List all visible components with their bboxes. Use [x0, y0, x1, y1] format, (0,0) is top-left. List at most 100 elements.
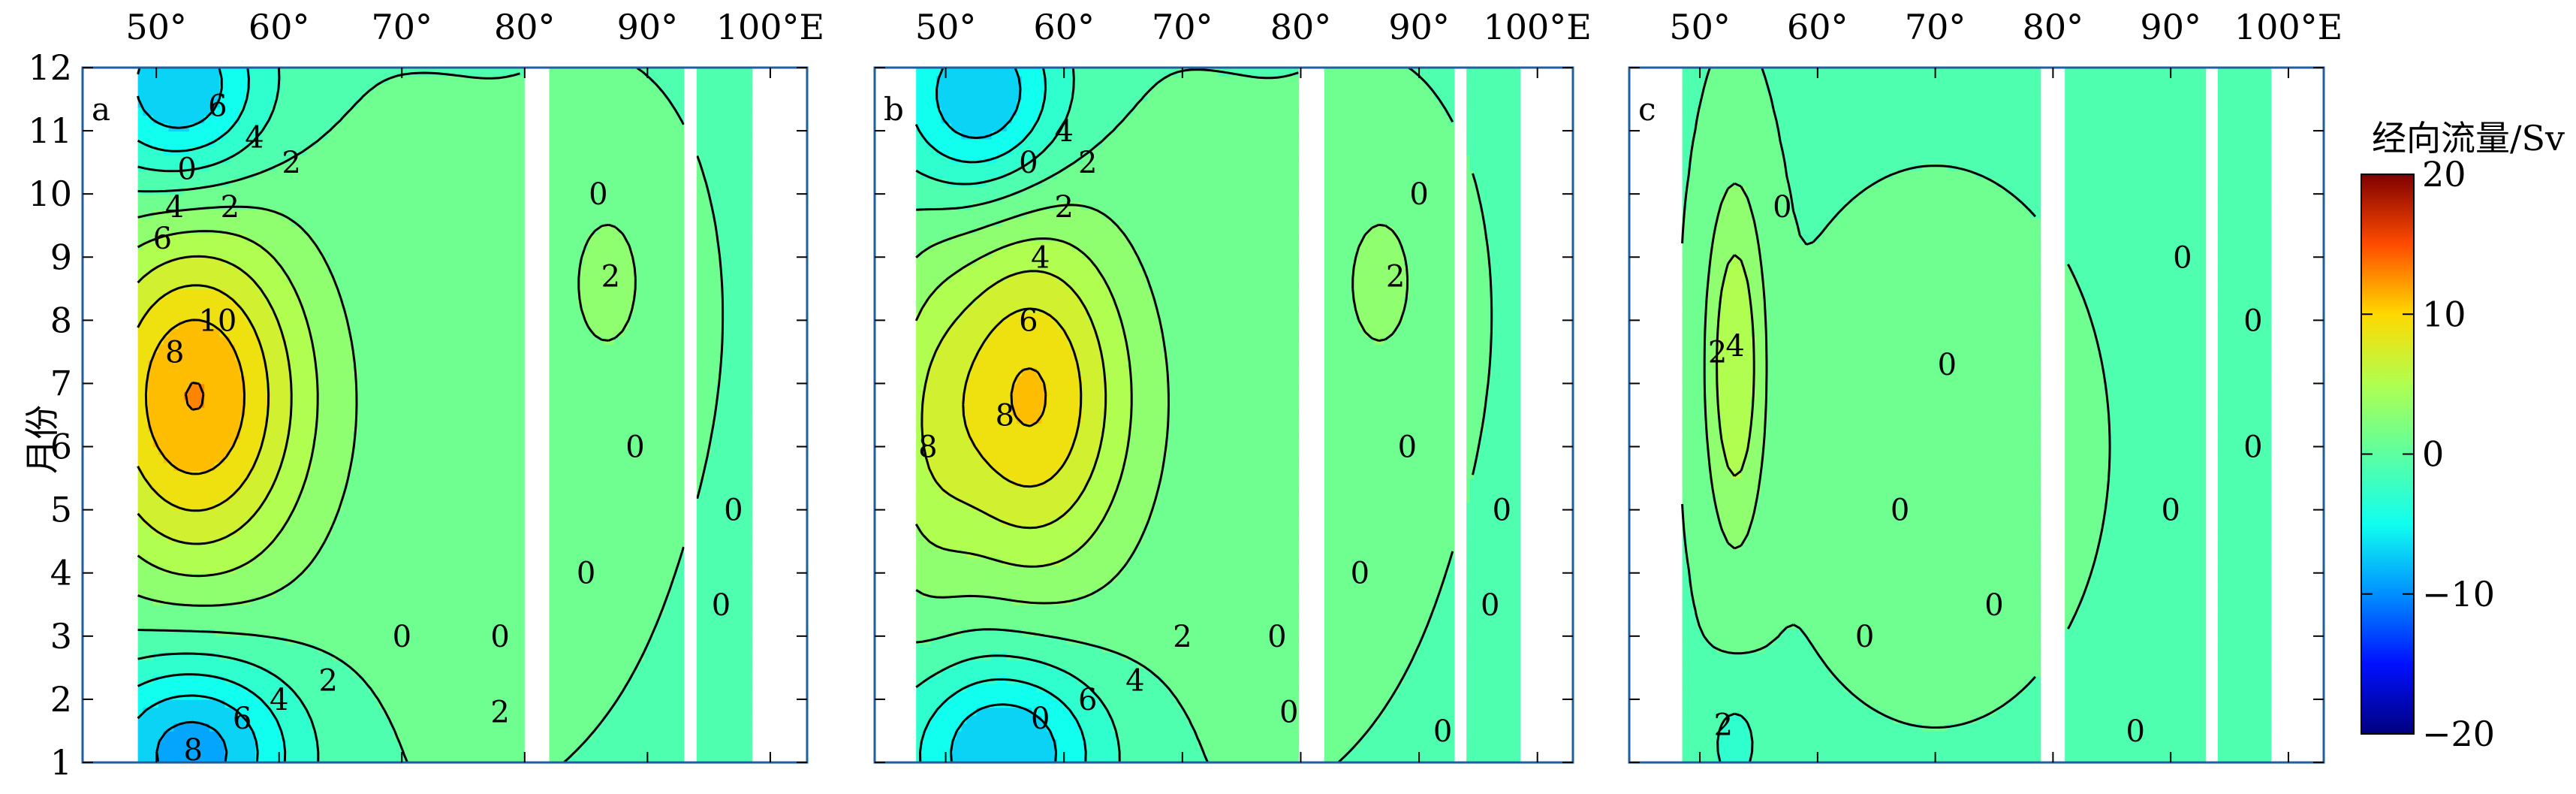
contour-cell — [148, 454, 154, 463]
contour-cell — [297, 210, 303, 218]
contour-cell — [297, 367, 303, 376]
contour-cell — [317, 218, 323, 226]
contour-cell — [255, 92, 261, 100]
contour-cell — [276, 139, 282, 147]
contour-cell — [215, 612, 221, 620]
contour-cell — [138, 76, 144, 84]
contour-cell — [225, 241, 231, 249]
contour-cell — [209, 707, 215, 715]
contour-cell — [393, 107, 399, 116]
contour-cell — [246, 281, 252, 289]
contour-cell — [281, 384, 287, 392]
contour-cell — [209, 636, 215, 645]
contour-cell — [307, 178, 313, 186]
contour-cell — [199, 454, 205, 463]
contour-cell — [194, 210, 200, 218]
contour-cell — [322, 384, 328, 392]
contour-cell — [307, 68, 313, 76]
contour-cell — [220, 581, 226, 589]
contour-cell — [322, 304, 328, 312]
contour-cell — [327, 320, 333, 328]
contour-cell — [179, 612, 185, 620]
contour-cell — [143, 352, 149, 360]
contour-cell — [399, 384, 405, 392]
contour-cell — [184, 431, 190, 439]
contour-cell — [342, 565, 348, 573]
contour-cell — [153, 123, 159, 131]
contour-cell — [291, 589, 297, 597]
contour-cell — [342, 747, 348, 755]
contour-cell — [235, 691, 241, 699]
contour-cell — [148, 470, 154, 479]
contour-cell — [235, 407, 241, 415]
contour-cell — [378, 194, 384, 202]
contour-cell — [358, 123, 364, 131]
contour-cell — [179, 557, 185, 566]
contour-cell — [199, 171, 205, 179]
contour-cell — [399, 281, 405, 289]
contour-cell — [368, 76, 374, 84]
contour-cell — [297, 83, 303, 92]
contour-cell — [337, 549, 343, 557]
contour-cell — [373, 636, 379, 645]
contour-cell — [384, 273, 390, 281]
contour-cell — [261, 328, 267, 337]
contour-cell — [342, 502, 348, 510]
contour-cell — [297, 320, 303, 328]
contour-cell — [393, 423, 399, 431]
contour-cell — [363, 234, 369, 242]
contour-cell — [378, 470, 384, 479]
contour-cell — [342, 360, 348, 368]
contour-cell — [173, 423, 179, 431]
contour-cell — [384, 502, 390, 510]
contour-cell — [368, 288, 374, 297]
contour-cell — [194, 288, 200, 297]
contour-cell — [302, 423, 308, 431]
contour-cell — [312, 83, 318, 92]
contour-cell — [215, 454, 221, 463]
contour-cell — [322, 123, 328, 131]
contour-cell — [317, 288, 323, 297]
contour-cell — [378, 186, 384, 195]
contour-cell — [337, 146, 343, 155]
contour-cell — [337, 257, 343, 265]
contour-cell — [261, 526, 267, 534]
contour-cell — [348, 234, 354, 242]
contour-cell — [225, 367, 231, 376]
contour-cell — [225, 723, 231, 731]
contour-cell — [266, 557, 272, 566]
contour-cell — [302, 360, 308, 368]
contour-cell — [158, 747, 164, 755]
contour-cell — [312, 596, 318, 605]
contour-cell — [373, 573, 379, 581]
contour-cell — [389, 431, 395, 439]
contour-cell — [246, 502, 252, 510]
contour-cell — [291, 202, 297, 210]
contour-cell — [312, 225, 318, 234]
contour-cell — [194, 234, 200, 242]
contour-cell — [164, 162, 170, 171]
contour-cell — [281, 431, 287, 439]
contour-cell — [291, 715, 297, 723]
contour-cell — [368, 596, 374, 605]
contour-cell — [143, 281, 149, 289]
contour-cell — [342, 533, 348, 542]
contour-cell — [363, 691, 369, 699]
contour-cell — [240, 573, 246, 581]
contour-cell — [368, 367, 374, 376]
contour-cell — [363, 249, 369, 258]
contour-cell — [389, 684, 395, 692]
contour-cell — [230, 557, 236, 566]
contour-cell — [358, 76, 364, 84]
contour-cell — [240, 76, 246, 84]
contour-cell — [291, 344, 297, 352]
contour-cell — [286, 241, 292, 249]
contour-cell — [358, 731, 364, 739]
contour-cell — [327, 439, 333, 447]
contour-cell — [384, 234, 390, 242]
contour-cell — [373, 225, 379, 234]
contour-cell — [153, 510, 159, 518]
contour-cell — [353, 479, 359, 487]
contour-cell — [373, 273, 379, 281]
contour-cell — [164, 605, 170, 613]
